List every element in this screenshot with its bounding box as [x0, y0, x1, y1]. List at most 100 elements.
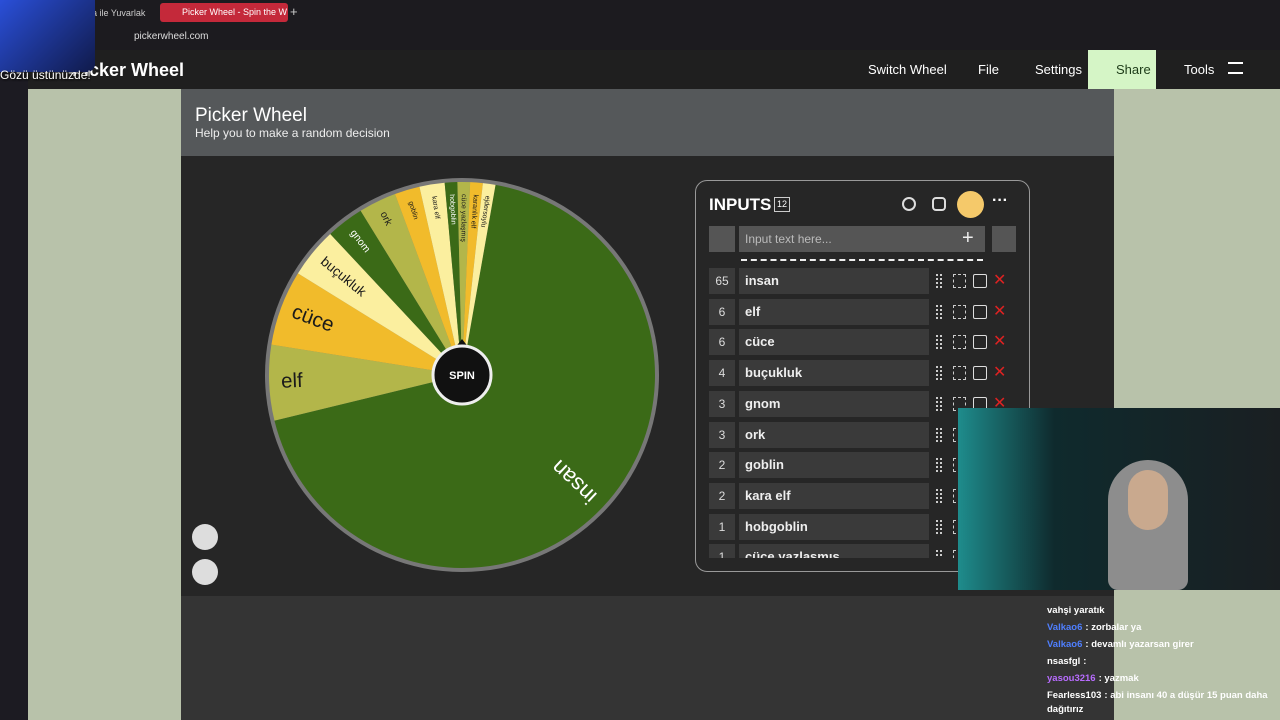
check-icon[interactable] — [973, 304, 987, 319]
nav-bar — [28, 50, 1280, 89]
chat-user: yasou3216 — [1047, 673, 1096, 684]
entry-label[interactable]: goblin — [739, 452, 929, 479]
wheel-label: cüce yazlaşmış — [459, 194, 466, 242]
drag-icon[interactable] — [936, 396, 942, 411]
delete-icon[interactable]: ✕ — [993, 302, 1007, 320]
chat-message: Fearless103: abi insanı 40 a düşür 15 pu… — [1047, 689, 1269, 717]
wheel-segment[interactable] — [457, 182, 471, 375]
nav-item[interactable]: File — [978, 62, 999, 77]
check-icon[interactable] — [973, 366, 987, 381]
entry-weight[interactable]: 6 — [709, 298, 735, 325]
nav-item[interactable]: Switch Wheel — [868, 62, 947, 77]
trophy-button[interactable] — [192, 559, 218, 585]
drag-icon[interactable] — [936, 458, 942, 473]
chat-user: nsasfgl — [1047, 656, 1081, 667]
nav-item[interactable]: Share — [1088, 50, 1156, 89]
entry-label[interactable]: hobgoblin — [739, 513, 929, 540]
delete-icon[interactable]: ✕ — [993, 272, 1007, 289]
chat-user: Valkao6 — [1047, 622, 1083, 633]
menu-icon[interactable] — [1228, 62, 1243, 74]
face — [1128, 470, 1168, 530]
wheel-segment[interactable] — [360, 194, 462, 375]
copy-icon[interactable] — [953, 335, 966, 350]
wheel-label: elf — [281, 369, 304, 393]
drag-icon[interactable] — [936, 488, 942, 503]
header-title: Picker Wheel — [195, 105, 307, 126]
eye-icon[interactable] — [902, 197, 916, 211]
wheel-segment[interactable] — [297, 233, 462, 375]
entry-label[interactable]: ork — [739, 421, 929, 448]
chat-text: : yazmak — [1098, 673, 1139, 684]
entry-label[interactable]: insan — [739, 268, 929, 294]
entry-weight[interactable]: 3 — [709, 390, 735, 417]
new-tab[interactable]: + — [290, 4, 298, 19]
more-icon[interactable]: ··· — [992, 192, 1008, 209]
copy-icon[interactable] — [953, 304, 966, 319]
check-icon[interactable] — [973, 274, 987, 288]
wheel-segment[interactable] — [419, 182, 462, 375]
drag-icon[interactable] — [936, 274, 942, 288]
drag-icon[interactable] — [936, 427, 942, 442]
input-row: 65 insan ✕ — [709, 268, 1019, 294]
overlay-caption: Gözü üstünüzde! — [0, 68, 91, 82]
add-icon[interactable]: + — [962, 227, 974, 249]
spin-label[interactable]: SPIN — [449, 370, 475, 382]
entry-label[interactable]: cüce yazlaşmış — [739, 544, 929, 558]
wheel-segment[interactable] — [271, 273, 462, 375]
entry-weight[interactable]: 1 — [709, 544, 735, 558]
drag-icon[interactable] — [936, 550, 942, 558]
tab[interactable]: a ile Yuvarlak — [92, 8, 146, 18]
entry-label[interactable]: kara elf — [739, 482, 929, 509]
check-icon[interactable] — [973, 335, 987, 350]
wheel-label: ejdersoylu — [479, 195, 490, 228]
tab-active[interactable]: Picker Wheel - Spin the W — [160, 3, 288, 22]
header-subtitle: Help you to make a random decision — [195, 126, 390, 140]
entry-weight[interactable]: 3 — [709, 421, 735, 448]
drag-icon[interactable] — [936, 519, 942, 534]
entry-weight[interactable]: 4 — [709, 360, 735, 387]
entry-label[interactable]: cüce — [739, 329, 929, 356]
entry-weight[interactable]: 2 — [709, 482, 735, 509]
entry-weight[interactable]: 6 — [709, 329, 735, 356]
entry-label[interactable]: buçukluk — [739, 360, 929, 387]
input-row: 6 cüce ✕ — [709, 329, 1019, 356]
drag-icon[interactable] — [936, 304, 942, 319]
entry-label[interactable]: elf — [739, 298, 929, 325]
delete-icon[interactable]: ✕ — [993, 394, 1007, 412]
color-box[interactable] — [709, 226, 735, 252]
wheel-segment[interactable] — [330, 210, 462, 375]
spin-button[interactable] — [431, 344, 493, 406]
drag-icon[interactable] — [936, 366, 942, 381]
wheel-segment[interactable] — [444, 182, 462, 375]
wheel-segment[interactable] — [394, 186, 462, 375]
sound-button[interactable] — [192, 524, 218, 550]
wheel-segment[interactable] — [269, 344, 462, 421]
entry-weight[interactable]: 2 — [709, 452, 735, 479]
delete-icon[interactable]: ✕ — [993, 333, 1007, 351]
wheel-segment[interactable] — [462, 182, 483, 375]
chat-message: Valkao6: zorbalar ya — [1047, 621, 1269, 635]
input-field[interactable]: Input text here... — [739, 226, 985, 252]
chat-text: vahşi yaratık — [1047, 605, 1105, 616]
url[interactable]: pickerwheel.com — [134, 31, 209, 42]
delete-icon[interactable]: ✕ — [993, 364, 1007, 382]
nav-item[interactable]: Tools — [1184, 62, 1215, 77]
brand[interactable]: Picker Wheel — [72, 60, 185, 80]
entry-label[interactable]: gnom — [739, 390, 929, 417]
wheel-segment[interactable] — [462, 183, 496, 375]
shuffle-icon[interactable] — [932, 197, 946, 211]
entry-weight[interactable]: 65 — [709, 268, 735, 294]
nav-item[interactable]: Settings — [1035, 62, 1082, 77]
copy-icon[interactable] — [953, 366, 966, 381]
list-icon[interactable] — [957, 191, 984, 218]
entry-weight[interactable]: 1 — [709, 513, 735, 540]
drag-icon[interactable] — [936, 335, 942, 350]
image-button[interactable] — [992, 226, 1016, 252]
input-row: 3 gnom ✕ — [709, 390, 1019, 417]
copy-icon[interactable] — [953, 274, 966, 288]
